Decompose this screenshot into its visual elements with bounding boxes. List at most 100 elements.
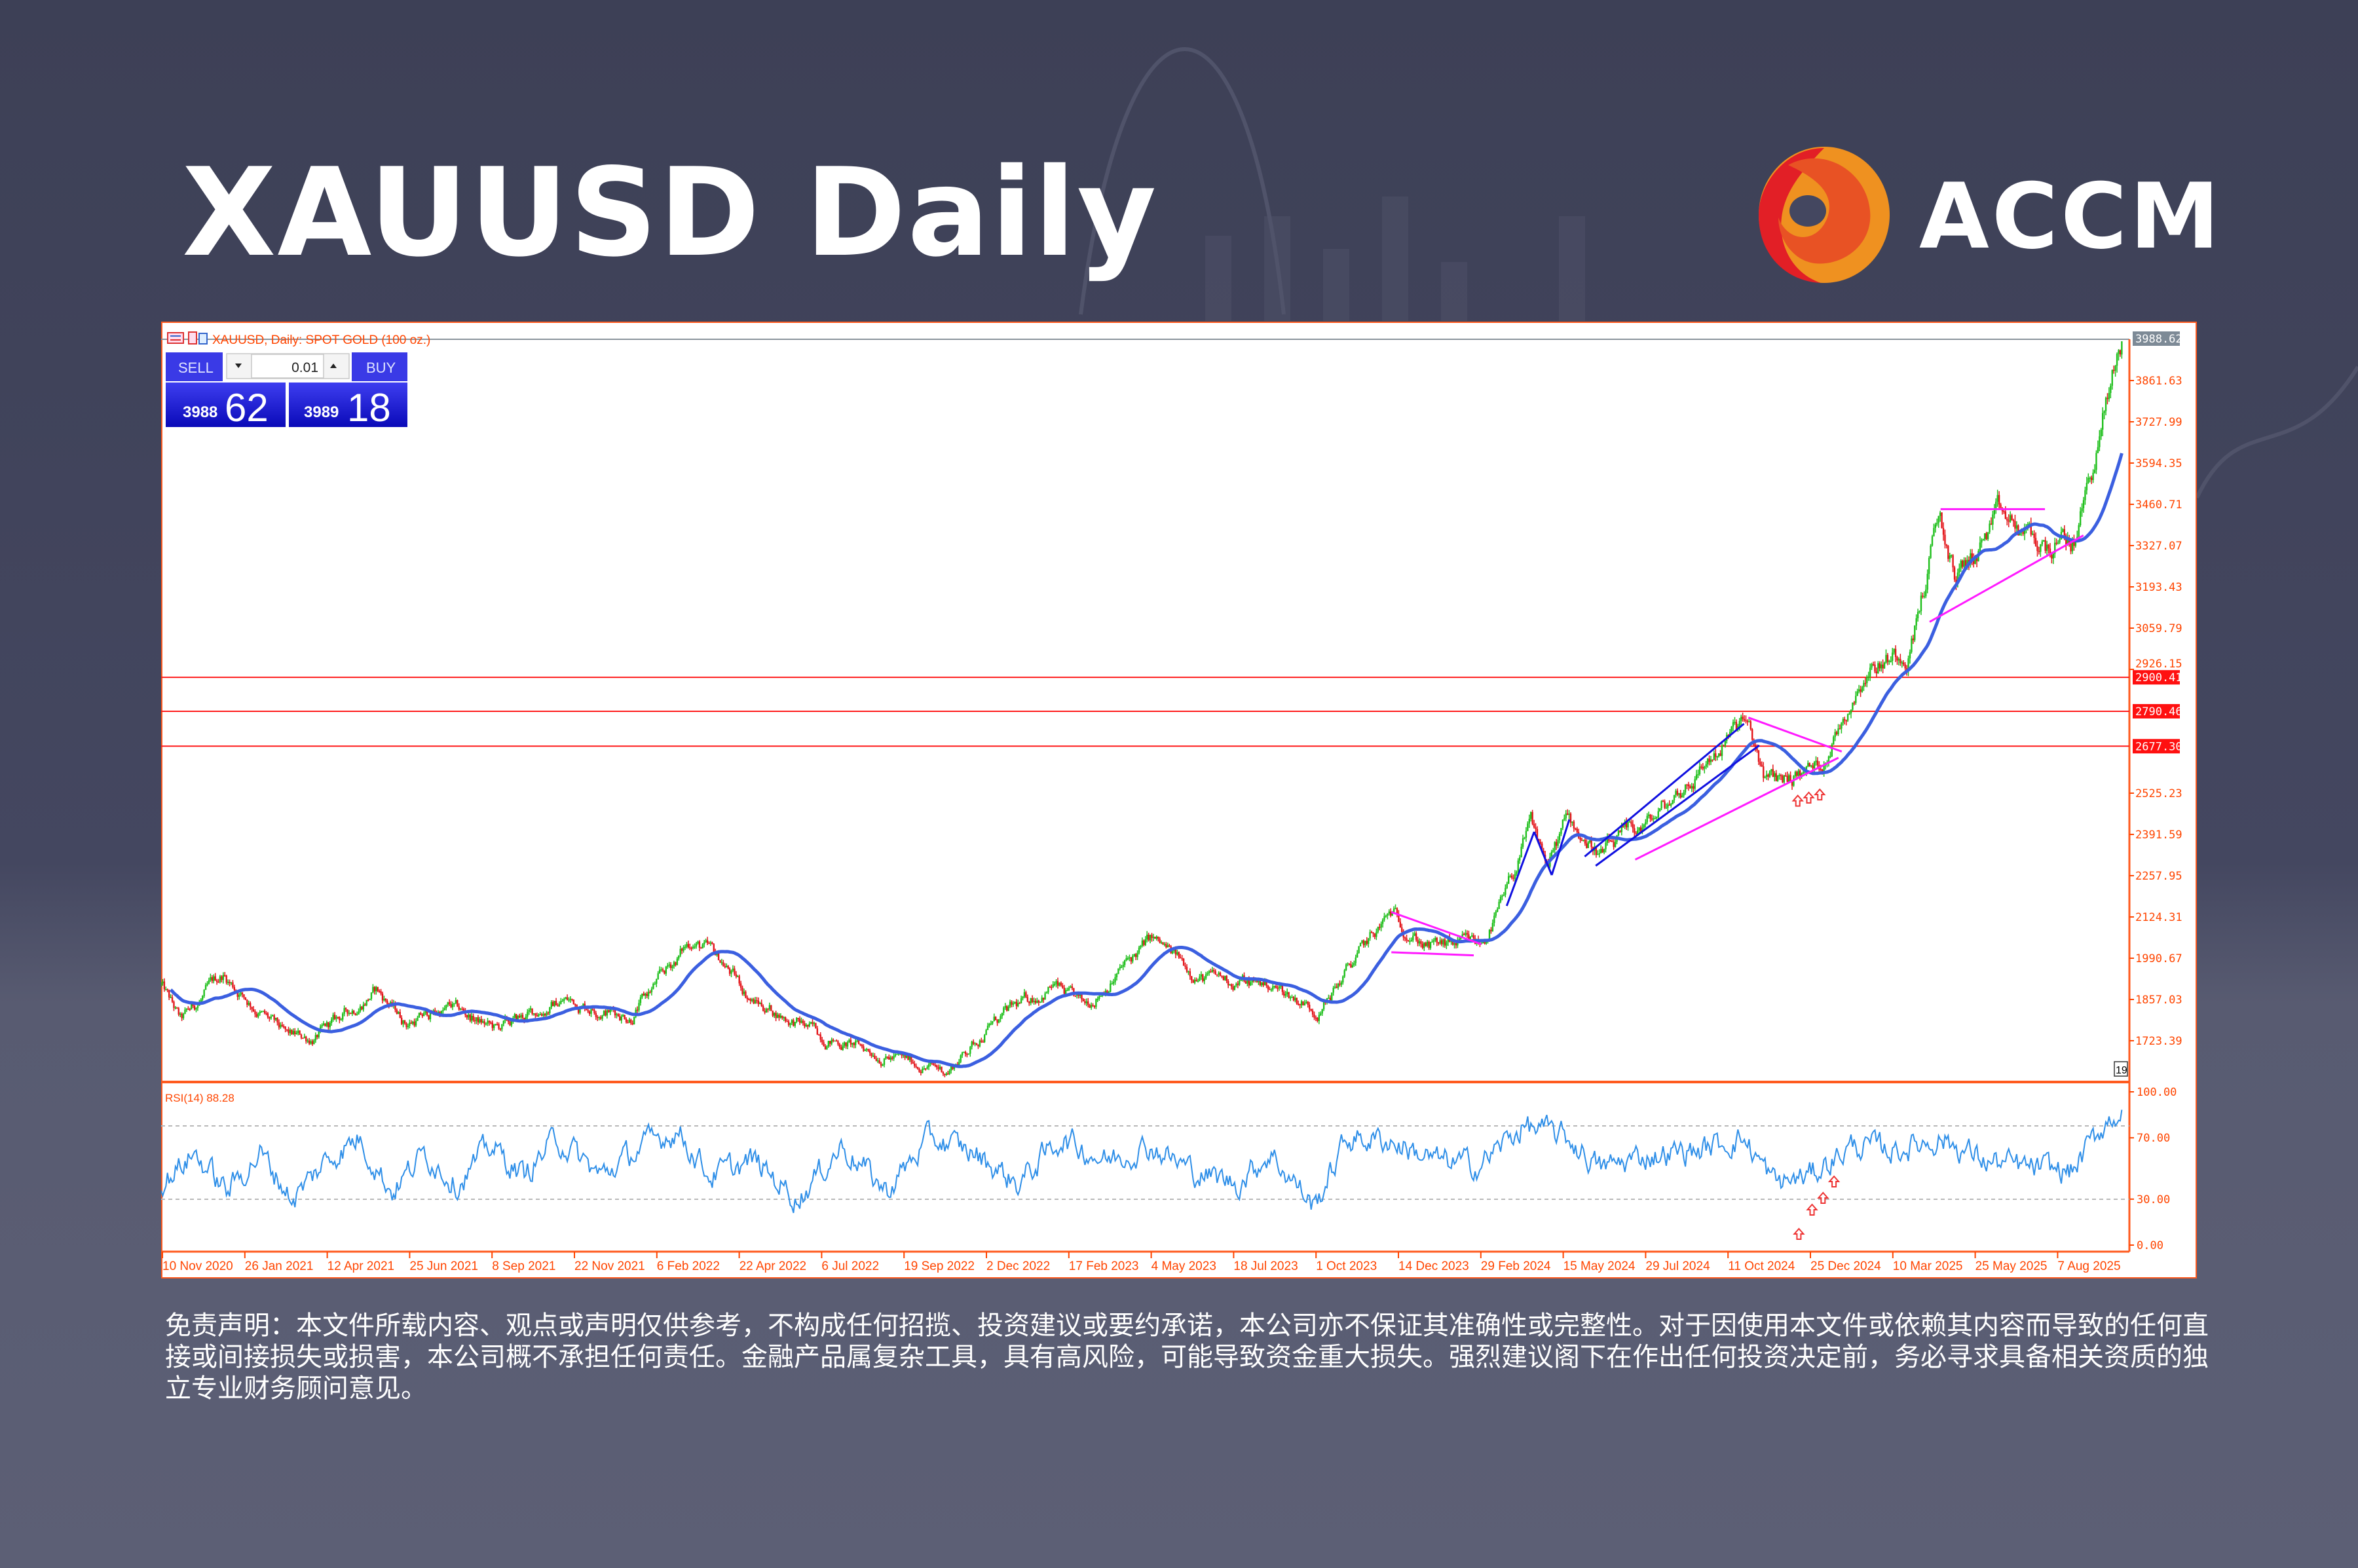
candle (321, 1025, 323, 1027)
shift-marker[interactable] (2114, 1061, 2128, 1077)
candle (1555, 842, 1558, 846)
candle (1272, 986, 1274, 990)
candle (252, 1009, 255, 1012)
candle (1993, 509, 1996, 515)
candle (2114, 365, 2116, 371)
candle (608, 1010, 610, 1013)
candle (977, 1045, 979, 1047)
candle (1855, 696, 1857, 703)
candle (501, 1024, 503, 1030)
candle (1484, 942, 1486, 944)
candle (322, 1023, 325, 1026)
price-chart[interactable]: XAUUSD, Daily: SPOT GOLD (100 oz.) 2900.… (161, 322, 2197, 1279)
candle (2082, 500, 2085, 508)
candle (213, 976, 215, 981)
candle (162, 981, 164, 984)
candle (749, 999, 751, 1001)
candle (1712, 759, 1713, 761)
candle (1886, 654, 1889, 662)
candle (2036, 546, 2038, 551)
candle (673, 962, 675, 967)
candle (1189, 971, 1191, 977)
candle (1974, 558, 1976, 565)
candle (1339, 983, 1341, 985)
candle (305, 1036, 307, 1041)
candle (1839, 728, 1841, 730)
candle (1686, 784, 1688, 786)
candle (2118, 350, 2120, 354)
candle (945, 1073, 948, 1075)
candle (1533, 823, 1535, 828)
candle (628, 1019, 631, 1023)
candle (1376, 931, 1377, 937)
candle (1490, 929, 1492, 931)
candle (1923, 596, 1926, 597)
candle (1007, 1006, 1009, 1011)
candle (1068, 988, 1070, 990)
candle (1672, 800, 1674, 804)
candle (1181, 958, 1183, 960)
candle (1019, 1003, 1020, 1004)
candle (671, 966, 673, 968)
candle (1763, 766, 1765, 778)
candle (1205, 974, 1207, 979)
candle (1284, 994, 1286, 996)
candle (1193, 979, 1196, 983)
candle (1937, 515, 1939, 523)
candle (711, 943, 713, 944)
candle (1340, 982, 1343, 985)
candle (1617, 831, 1620, 836)
candle (1263, 980, 1266, 986)
candle (1165, 944, 1167, 948)
buy-button[interactable] (352, 352, 407, 381)
candle (2099, 436, 2101, 447)
candle (1791, 781, 1793, 786)
candle (1364, 941, 1366, 946)
candle (1012, 1003, 1015, 1005)
sell-button[interactable] (166, 352, 223, 381)
candle (785, 1017, 787, 1021)
candle (1903, 662, 1905, 665)
candle (539, 1014, 541, 1016)
candle (1503, 895, 1505, 896)
candle (1496, 908, 1499, 912)
candle (1251, 980, 1253, 982)
date-tick-label: 22 Apr 2022 (739, 1260, 806, 1273)
candle (1735, 722, 1738, 730)
buy-price-box[interactable] (289, 383, 407, 427)
candle (211, 977, 214, 981)
candle (499, 1028, 502, 1030)
candle (967, 1053, 970, 1055)
date-tick-label: 25 Jun 2021 (409, 1260, 478, 1273)
candle (622, 1015, 624, 1017)
candle (2055, 542, 2057, 544)
candle (1321, 1009, 1323, 1014)
increase-lot-icon[interactable] (330, 364, 337, 368)
date-tick-label: 14 Dec 2023 (1398, 1260, 1469, 1273)
candle (289, 1030, 291, 1034)
candle (249, 1003, 252, 1007)
candle (550, 1001, 552, 1008)
decrease-lot-icon[interactable] (235, 364, 242, 368)
candle (214, 976, 216, 981)
candle (1975, 558, 1978, 561)
sell-price-box[interactable] (166, 383, 286, 427)
candle (848, 1039, 850, 1043)
candle (265, 1013, 267, 1015)
trendline (1634, 756, 1839, 861)
lot-input[interactable] (251, 354, 324, 379)
candle (963, 1052, 965, 1053)
candle (495, 1024, 496, 1025)
candle (1820, 769, 1822, 771)
candle (927, 1064, 930, 1068)
candle (743, 991, 745, 994)
buy-arrow-icon (1793, 1227, 1805, 1240)
candle (1372, 932, 1374, 934)
candle (1893, 648, 1895, 653)
candle (1888, 661, 1890, 662)
candle (1302, 1001, 1304, 1005)
chart-window[interactable]: XAUUSD, Daily: SPOT GOLD (100 oz.) 2900.… (161, 322, 2197, 1279)
candle (1001, 1013, 1003, 1017)
candle (1074, 995, 1076, 997)
candle (1188, 971, 1189, 973)
